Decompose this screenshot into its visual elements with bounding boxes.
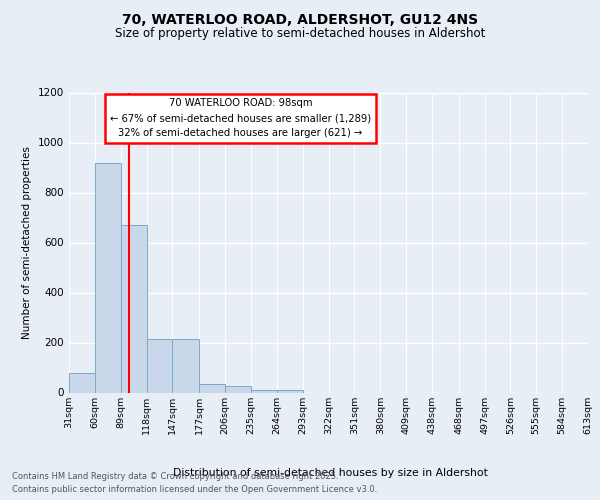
Bar <box>199 384 225 392</box>
Text: 70 WATERLOO ROAD: 98sqm
← 67% of semi-detached houses are smaller (1,289)
32% of: 70 WATERLOO ROAD: 98sqm ← 67% of semi-de… <box>110 98 371 138</box>
Bar <box>69 372 95 392</box>
Y-axis label: Number of semi-detached properties: Number of semi-detached properties <box>22 146 32 339</box>
Text: Size of property relative to semi-detached houses in Aldershot: Size of property relative to semi-detach… <box>115 28 485 40</box>
Text: Contains HM Land Registry data © Crown copyright and database right 2025.: Contains HM Land Registry data © Crown c… <box>12 472 338 481</box>
Bar <box>95 162 121 392</box>
Bar <box>146 339 172 392</box>
Bar <box>277 390 302 392</box>
Bar <box>172 339 199 392</box>
Bar <box>251 390 277 392</box>
Text: 70, WATERLOO ROAD, ALDERSHOT, GU12 4NS: 70, WATERLOO ROAD, ALDERSHOT, GU12 4NS <box>122 12 478 26</box>
Text: Contains public sector information licensed under the Open Government Licence v3: Contains public sector information licen… <box>12 485 377 494</box>
Bar <box>121 225 146 392</box>
Bar <box>225 386 251 392</box>
Text: Distribution of semi-detached houses by size in Aldershot: Distribution of semi-detached houses by … <box>173 468 487 477</box>
